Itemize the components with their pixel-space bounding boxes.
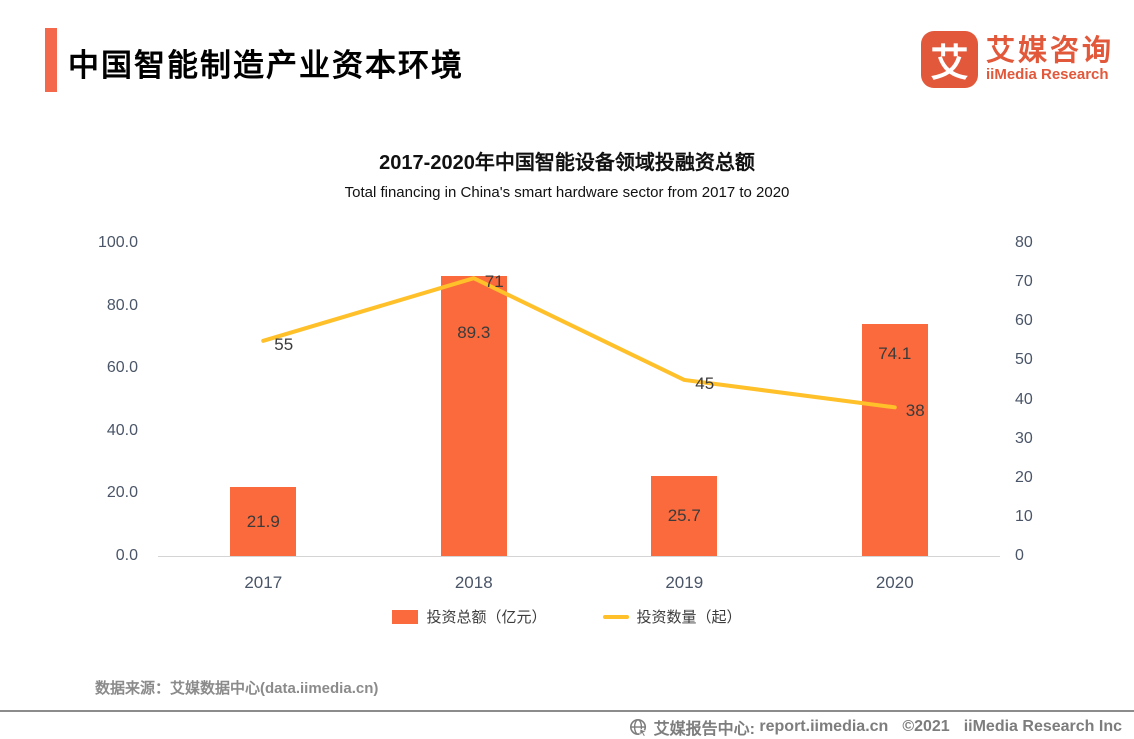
x-axis-line — [158, 556, 1000, 557]
right-axis-tick: 50 — [1015, 351, 1033, 369]
bar-2019 — [651, 475, 718, 556]
chart-subtitle: Total financing in China's smart hardwar… — [344, 184, 790, 201]
left-axis-tick: 0.0 — [115, 547, 138, 564]
left-axis-tick: 20.0 — [106, 484, 138, 502]
bar-value-label: 74.1 — [878, 344, 912, 364]
bar-2018 — [440, 276, 507, 556]
left-axis-tick: 60.0 — [106, 359, 138, 377]
footer-company: iiMedia Research Inc — [963, 718, 1122, 735]
right-axis-tick: 20 — [1015, 468, 1033, 486]
footer-url: report.iimedia.cn — [759, 718, 889, 735]
left-axis-tick: 40.0 — [106, 421, 138, 439]
line-series-path — [261, 276, 897, 410]
iimedia-logo: 艾 艾媒咨询 iiMedia Research — [920, 31, 1114, 88]
iimedia-logo-icon: 艾 — [920, 31, 978, 88]
bar-value-label: 89.3 — [457, 323, 491, 343]
legend-item-bar-series: 投资总额（亿元） — [392, 606, 547, 627]
line-series-label: 投资数量（起） — [636, 609, 742, 626]
x-axis-label-2017: 2017 — [244, 573, 283, 592]
logo-name-en: iiMedia Research — [985, 65, 1109, 83]
right-axis-tick: 70 — [1015, 273, 1033, 291]
right-axis-tick: 30 — [1015, 429, 1033, 447]
line-value-label: 55 — [274, 334, 294, 354]
bar-2020 — [861, 324, 928, 556]
bar-series-label: 投资总额（亿元） — [426, 609, 547, 626]
right-axis-tick: 0 — [1015, 547, 1024, 564]
line-value-label: 38 — [905, 401, 925, 421]
line-series-swatch — [602, 614, 629, 619]
footer: 艾媒报告中心: report.iimedia.cn ©2021 iiMedia … — [629, 715, 1122, 739]
x-axis-label-2018: 2018 — [454, 573, 493, 592]
globe-cursor-icon — [629, 718, 648, 737]
right-axis-tick: 60 — [1015, 312, 1033, 330]
right-axis-tick: 40 — [1015, 390, 1033, 408]
left-axis-tick: 80.0 — [106, 296, 138, 314]
left-axis-tick: 100.0 — [97, 234, 138, 251]
chart-title: 2017-2020年中国智能设备领域投融资总额 — [379, 152, 755, 174]
page-title: 中国智能制造产业资本环境 — [68, 48, 464, 83]
right-axis-tick: 10 — [1015, 507, 1033, 525]
data-source-note: 数据来源：艾媒数据中心(data.iimedia.cn) — [95, 680, 379, 697]
title-accent-bar — [45, 28, 57, 92]
line-value-label: 45 — [695, 373, 715, 393]
footer-divider — [0, 710, 1134, 712]
logo-name-cn: 艾媒咨询 — [985, 35, 1114, 68]
legend-item-line-series: 投资数量（起） — [602, 606, 742, 627]
bar-2017 — [230, 487, 297, 556]
line-value-label: 71 — [484, 272, 504, 292]
x-axis-label-2020: 2020 — [875, 573, 914, 592]
footer-report-center: 艾媒报告中心: — [653, 721, 755, 738]
footer-copyright: ©2021 — [902, 718, 950, 735]
bar-series-swatch — [392, 609, 419, 624]
bar-value-label: 25.7 — [667, 505, 701, 525]
right-axis-tick: 80 — [1015, 234, 1033, 251]
x-axis-label-2019: 2019 — [665, 573, 704, 592]
bar-value-label: 21.9 — [246, 511, 280, 531]
chart-legend: 投资总额（亿元） 投资数量（起） — [107, 606, 1027, 627]
